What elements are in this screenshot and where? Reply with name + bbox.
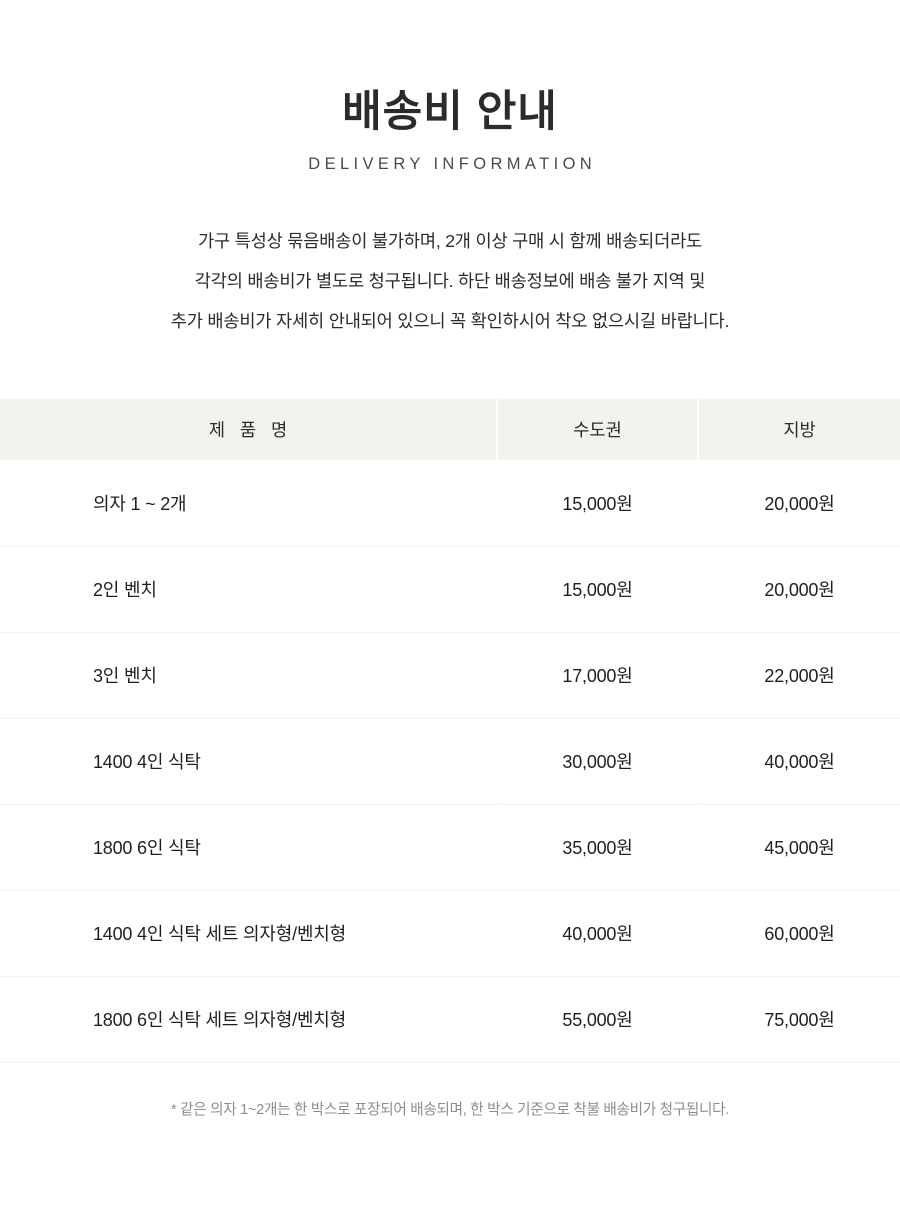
cell-local-price: 60,000원 (698, 890, 900, 977)
cell-product-name: 1800 6인 식탁 세트 의자형/벤치형 (0, 976, 498, 1063)
footnote-text: * 같은 의자 1~2개는 한 박스로 포장되어 배송되며, 한 박스 기준으로… (170, 1101, 730, 1118)
cell-product-name: 1800 6인 식탁 (0, 804, 498, 891)
intro-line-2: 각각의 배송비가 별도로 청구됩니다. 하단 배송정보에 배송 불가 지역 및 (194, 271, 706, 292)
intro-paragraph: 가구 특성상 묶음배송이 불가하며, 2개 이상 구매 시 함께 배송되더라도 … (0, 221, 900, 341)
column-header-metro: 수도권 (497, 399, 699, 460)
cell-local-price: 20,000원 (698, 546, 900, 633)
intro-line-1: 가구 특성상 묶음배송이 불가하며, 2개 이상 구매 시 함께 배송되더라도 (197, 231, 703, 252)
table-row: 1400 4인 식탁 세트 의자형/벤치형 40,000원 60,000원 (0, 890, 900, 977)
cell-metro-price: 35,000원 (497, 804, 699, 891)
cell-metro-price: 17,000원 (497, 632, 699, 719)
cell-product-name: 2인 벤치 (0, 546, 498, 633)
cell-metro-price: 40,000원 (497, 890, 699, 977)
table-row: 1800 6인 식탁 35,000원 45,000원 (0, 804, 900, 891)
cell-metro-price: 15,000원 (497, 460, 699, 547)
delivery-fee-table: 제 품 명 수도권 지방 의자 1 ~ 2개 15,000원 20,000원 2… (0, 399, 900, 1063)
cell-product-name: 1400 4인 식탁 (0, 718, 498, 805)
page-header: 배송비 안내 DELIVERY INFORMATION (0, 0, 900, 175)
cell-metro-price: 55,000원 (497, 976, 699, 1063)
table-header-row: 제 품 명 수도권 지방 (0, 399, 900, 460)
cell-product-name: 1400 4인 식탁 세트 의자형/벤치형 (0, 890, 498, 977)
table-row: 의자 1 ~ 2개 15,000원 20,000원 (0, 460, 900, 547)
cell-local-price: 20,000원 (698, 460, 900, 547)
column-header-product-name: 제 품 명 (0, 399, 498, 460)
column-header-local: 지방 (698, 399, 900, 460)
cell-product-name: 3인 벤치 (0, 632, 498, 719)
table-row: 1800 6인 식탁 세트 의자형/벤치형 55,000원 75,000원 (0, 976, 900, 1063)
table-row: 1400 4인 식탁 30,000원 40,000원 (0, 718, 900, 805)
cell-local-price: 75,000원 (698, 976, 900, 1063)
table-row: 2인 벤치 15,000원 20,000원 (0, 546, 900, 633)
table-body: 의자 1 ~ 2개 15,000원 20,000원 2인 벤치 15,000원 … (0, 460, 900, 1063)
cell-metro-price: 30,000원 (497, 718, 699, 805)
table-header: 제 품 명 수도권 지방 (0, 399, 900, 460)
cell-local-price: 40,000원 (698, 718, 900, 805)
cell-metro-price: 15,000원 (497, 546, 699, 633)
cell-local-price: 45,000원 (698, 804, 900, 891)
cell-product-name: 의자 1 ~ 2개 (0, 460, 498, 547)
page-subtitle: DELIVERY INFORMATION (308, 155, 597, 174)
page-title: 배송비 안내 (342, 88, 558, 136)
table-row: 3인 벤치 17,000원 22,000원 (0, 632, 900, 719)
cell-local-price: 22,000원 (698, 632, 900, 719)
intro-line-3: 추가 배송비가 자세히 안내되어 있으니 꼭 확인하시어 착오 없으시길 바랍니… (170, 311, 730, 332)
